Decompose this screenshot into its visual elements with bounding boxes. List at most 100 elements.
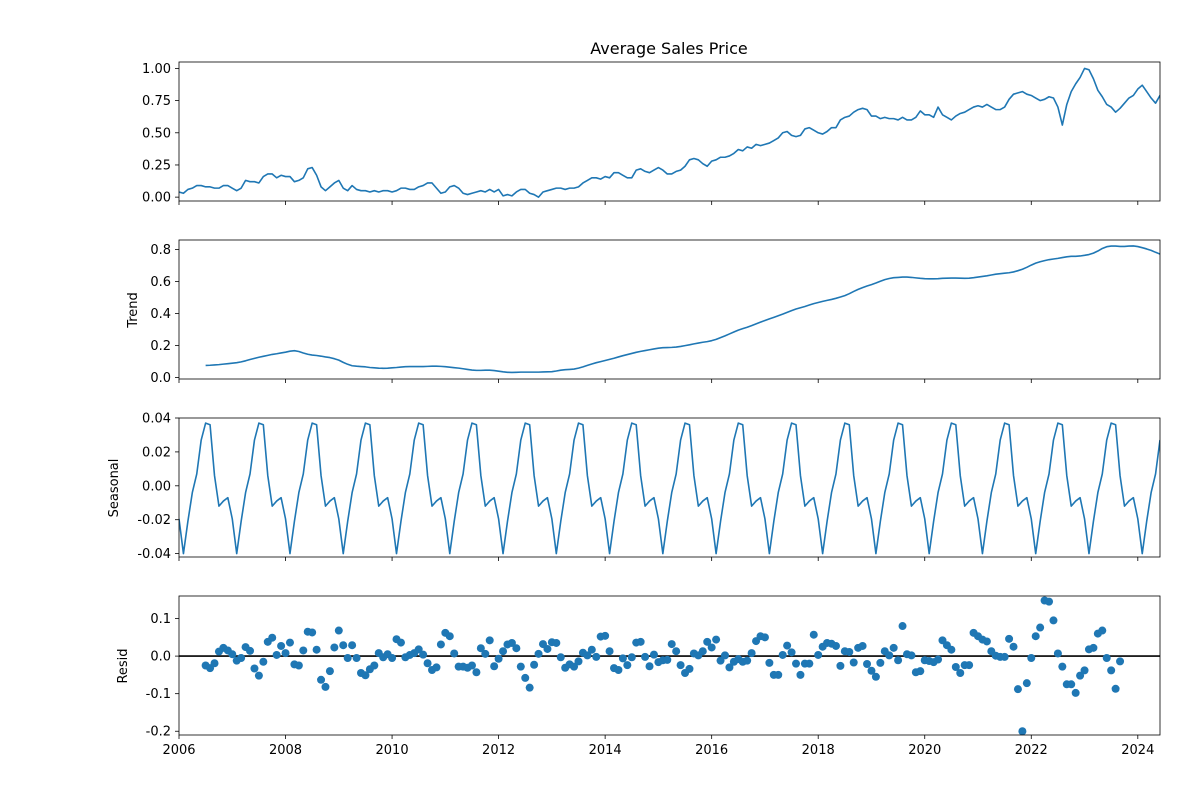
resid-point [672, 647, 681, 656]
resid-point [490, 662, 499, 671]
resid-ytick-label: 0.0 [150, 650, 171, 665]
seasonal-ytick-label: -0.04 [137, 547, 171, 562]
resid-point [1071, 688, 1080, 697]
resid-point [1009, 642, 1018, 651]
resid-point [934, 655, 943, 664]
resid-point [965, 661, 974, 670]
panel-observed: Average Sales Price 0.00 0.25 0.50 0.75 1.00 [142, 39, 1161, 206]
resid-point [720, 651, 729, 660]
resid-point [343, 653, 352, 662]
resid-point [618, 654, 627, 663]
resid-point [956, 669, 965, 678]
resid-point [1102, 653, 1111, 662]
resid-point [774, 670, 783, 679]
resid-point [485, 636, 494, 645]
resid-point [641, 652, 650, 661]
resid-point [951, 663, 960, 671]
resid-point [814, 650, 823, 659]
resid-point [676, 661, 685, 670]
resid-point [623, 661, 632, 670]
resid-point [499, 647, 508, 656]
resid-point [312, 645, 321, 654]
resid-point [1076, 671, 1085, 680]
resid-point [352, 653, 361, 662]
resid-point [370, 661, 379, 670]
resid-point [707, 643, 716, 652]
resid-point [614, 666, 623, 675]
resid-ytick-label: 0.1 [150, 612, 171, 627]
resid-point [982, 637, 991, 646]
resid-point [845, 647, 854, 656]
trend-ytick-label: 0.6 [150, 275, 171, 290]
trend-series-line [205, 245, 1160, 374]
resid-point [836, 661, 845, 670]
resid-point [871, 672, 880, 681]
resid-point [601, 631, 610, 640]
resid-ytick-label: -0.2 [146, 725, 171, 740]
resid-point [1098, 626, 1107, 635]
resid-point [1111, 684, 1120, 693]
resid-point [831, 641, 840, 650]
panel-resid: Resid -0.2 -0.1 0.0 0.1 2006 2008 2010 2012 2014… [116, 595, 1161, 758]
resid-point [916, 667, 925, 676]
resid-point [725, 663, 734, 672]
resid-point [299, 646, 308, 655]
resid-point [321, 682, 330, 691]
resid-point [663, 655, 672, 664]
resid-point [849, 658, 858, 667]
resid-point [698, 647, 707, 656]
resid-point [667, 640, 676, 649]
resid-point [414, 645, 423, 654]
resid-point [583, 651, 592, 660]
resid-point [325, 667, 334, 676]
resid-point [1000, 652, 1009, 661]
resid-point [858, 641, 867, 650]
xtick-label: 2006 [162, 743, 195, 758]
resid-point [512, 644, 521, 653]
resid-point [294, 661, 303, 670]
resid-point [281, 649, 290, 658]
resid-axis-label: Resid [116, 648, 131, 683]
trend-ytick-label: 0.4 [150, 307, 171, 322]
resid-point [876, 658, 885, 667]
resid-point [277, 641, 286, 650]
resid-point [1031, 632, 1040, 641]
resid-point [592, 652, 601, 661]
resid-point [507, 638, 516, 647]
resid-point [432, 663, 441, 672]
seasonal-ytick-label: 0.04 [142, 412, 171, 427]
resid-point [396, 638, 405, 647]
resid-point [476, 644, 485, 653]
seasonal-ytick-label: 0.02 [142, 445, 171, 460]
observed-ytick-label: 0.50 [142, 126, 171, 141]
xtick-label: 2020 [908, 743, 941, 758]
resid-point [467, 661, 476, 670]
resid-point [1053, 649, 1062, 658]
xtick-label: 2018 [802, 743, 835, 758]
resid-point [1022, 679, 1031, 688]
resid-point [907, 651, 916, 660]
xtick-label: 2016 [695, 743, 728, 758]
resid-point [516, 662, 525, 671]
resid-axes-frame [178, 595, 1161, 736]
resid-point [237, 653, 246, 662]
resid-point [272, 650, 281, 659]
seasonal-axes-frame [178, 417, 1161, 558]
resid-point [703, 637, 712, 646]
xtick-label: 2024 [1121, 743, 1154, 758]
resid-point [436, 640, 445, 649]
observed-ytick-label: 0.00 [142, 191, 171, 206]
resid-ytick-label: -0.1 [146, 687, 171, 702]
resid-point [388, 653, 397, 662]
resid-point [1005, 634, 1014, 643]
resid-point [649, 650, 658, 659]
resid-point [1107, 666, 1116, 675]
xtick-label: 2010 [376, 743, 409, 758]
resid-point [419, 650, 428, 659]
observed-axes-frame [178, 61, 1161, 202]
resid-point [268, 633, 277, 642]
resid-point [645, 662, 654, 671]
seasonal-ytick-label: -0.02 [137, 513, 171, 528]
resid-point [348, 641, 357, 650]
resid-point [1058, 662, 1067, 671]
